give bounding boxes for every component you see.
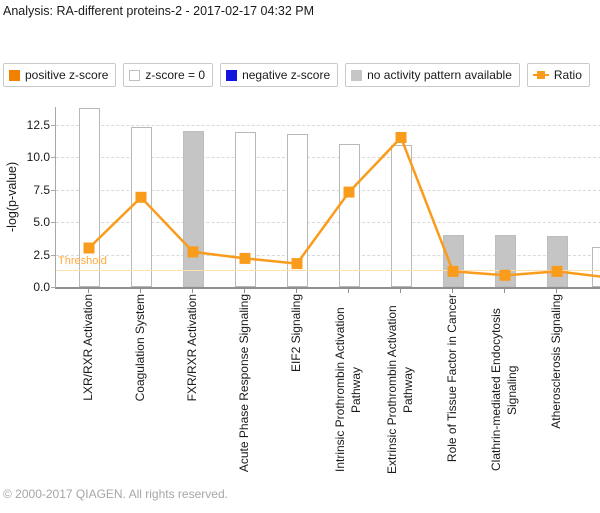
x-axis-label: Role of Tissue Factor in Cancer bbox=[445, 294, 459, 463]
pathway-bar[interactable] bbox=[338, 144, 360, 287]
x-axis-label: Coagulation System bbox=[133, 294, 147, 402]
threshold-line bbox=[56, 270, 600, 272]
ratio-marker[interactable] bbox=[499, 269, 511, 281]
x-tick-mark bbox=[400, 289, 401, 293]
gridline bbox=[56, 189, 600, 191]
y-tick-label: 2.5 bbox=[33, 247, 50, 262]
y-tick-label: 12.5 bbox=[26, 117, 50, 132]
plot-area: Threshold bbox=[55, 107, 600, 289]
legend-label: Ratio bbox=[553, 68, 582, 82]
x-tick-mark bbox=[296, 289, 297, 293]
x-axis-label: Atherosclerosis Signaling bbox=[549, 294, 563, 429]
y-tick-mark bbox=[51, 254, 55, 256]
y-tick-label: 0.0 bbox=[33, 280, 50, 294]
legend-item-gray: no activity pattern available bbox=[345, 63, 520, 87]
ratio-marker[interactable] bbox=[239, 252, 251, 264]
x-tick-mark bbox=[88, 289, 89, 293]
copyright-notice: © 2000-2017 QIAGEN. All rights reserved. bbox=[3, 487, 228, 501]
gray-square-icon bbox=[351, 69, 363, 81]
gridline bbox=[56, 157, 600, 158]
legend-label: positive z-score bbox=[25, 68, 109, 82]
ratio-marker[interactable] bbox=[135, 191, 147, 203]
gridline bbox=[56, 254, 600, 256]
x-tick-mark bbox=[556, 289, 557, 293]
legend-label: negative z-score bbox=[242, 68, 331, 82]
ratio-marker[interactable] bbox=[343, 186, 355, 198]
ratio-line-layer bbox=[83, 132, 600, 281]
legend-item-white: z-score = 0 bbox=[123, 63, 214, 87]
orange-square-icon bbox=[9, 69, 20, 81]
x-axis-label: Acute Phase Response Signaling bbox=[237, 294, 251, 473]
blue-square-icon bbox=[226, 69, 238, 81]
y-tick-label: 10.0 bbox=[26, 150, 50, 164]
legend-item-orange: positive z-score bbox=[3, 63, 117, 87]
x-tick-mark bbox=[140, 289, 141, 293]
legend-label: no activity pattern available bbox=[367, 68, 512, 82]
ratio-marker[interactable] bbox=[187, 246, 199, 258]
ratio-marker[interactable] bbox=[395, 132, 407, 143]
legend-item-orange: Ratio bbox=[526, 63, 590, 87]
ratio-marker[interactable] bbox=[83, 242, 95, 254]
legend: positive z-score z-score = 0 negative z-sc… bbox=[3, 63, 590, 87]
ratio-marker[interactable] bbox=[291, 258, 303, 270]
y-tick-mark bbox=[51, 189, 55, 191]
y-tick-mark bbox=[51, 287, 55, 288]
y-tick-mark bbox=[51, 124, 55, 126]
pathway-bar[interactable] bbox=[286, 133, 308, 287]
pathway-bar-clipped[interactable] bbox=[592, 246, 600, 287]
x-tick-mark bbox=[244, 289, 245, 293]
orange-line-square-icon bbox=[532, 70, 549, 81]
x-axis-label: FXR/RXR Activation bbox=[185, 294, 199, 402]
analysis-title: Analysis: RA-different proteins-2 - 2017… bbox=[3, 4, 315, 18]
x-axis-label: LXR/RXR Activation bbox=[81, 294, 95, 401]
x-axis-label: Clathrin-mediated Endocytosis Signaling bbox=[489, 308, 519, 472]
x-tick-mark bbox=[348, 289, 349, 293]
y-tick-label: 5.0 bbox=[33, 215, 50, 229]
y-tick-mark bbox=[51, 157, 55, 158]
y-tick-mark bbox=[51, 222, 55, 223]
x-axis-label: EIF2 Signaling bbox=[289, 294, 303, 373]
threshold-label: Threshold bbox=[58, 255, 107, 268]
x-axis-label: Intrinsic Prothrombin Activation Pathway bbox=[333, 307, 363, 473]
x-tick-mark bbox=[504, 289, 505, 293]
legend-item-blue: negative z-score bbox=[220, 63, 339, 87]
ratio-marker[interactable] bbox=[551, 265, 563, 277]
pathway-bar[interactable] bbox=[234, 132, 256, 287]
gridline bbox=[56, 124, 600, 126]
x-axis-label: Extrinsic Prothrombin Activation Pathway bbox=[385, 305, 415, 475]
x-tick-mark bbox=[192, 289, 193, 293]
ratio-marker[interactable] bbox=[447, 265, 459, 277]
x-tick-mark bbox=[452, 289, 453, 293]
legend-label: z-score = 0 bbox=[145, 68, 206, 82]
y-tick-label: 7.5 bbox=[33, 182, 50, 197]
canonical-pathways-chart: -log(p-value) 0.0 2.5 5.0 7.5 10.0 12.5 Thres… bbox=[0, 95, 600, 495]
pathway-bar[interactable] bbox=[390, 145, 412, 287]
ratio-line bbox=[88, 136, 600, 278]
white-square-icon bbox=[129, 69, 141, 81]
